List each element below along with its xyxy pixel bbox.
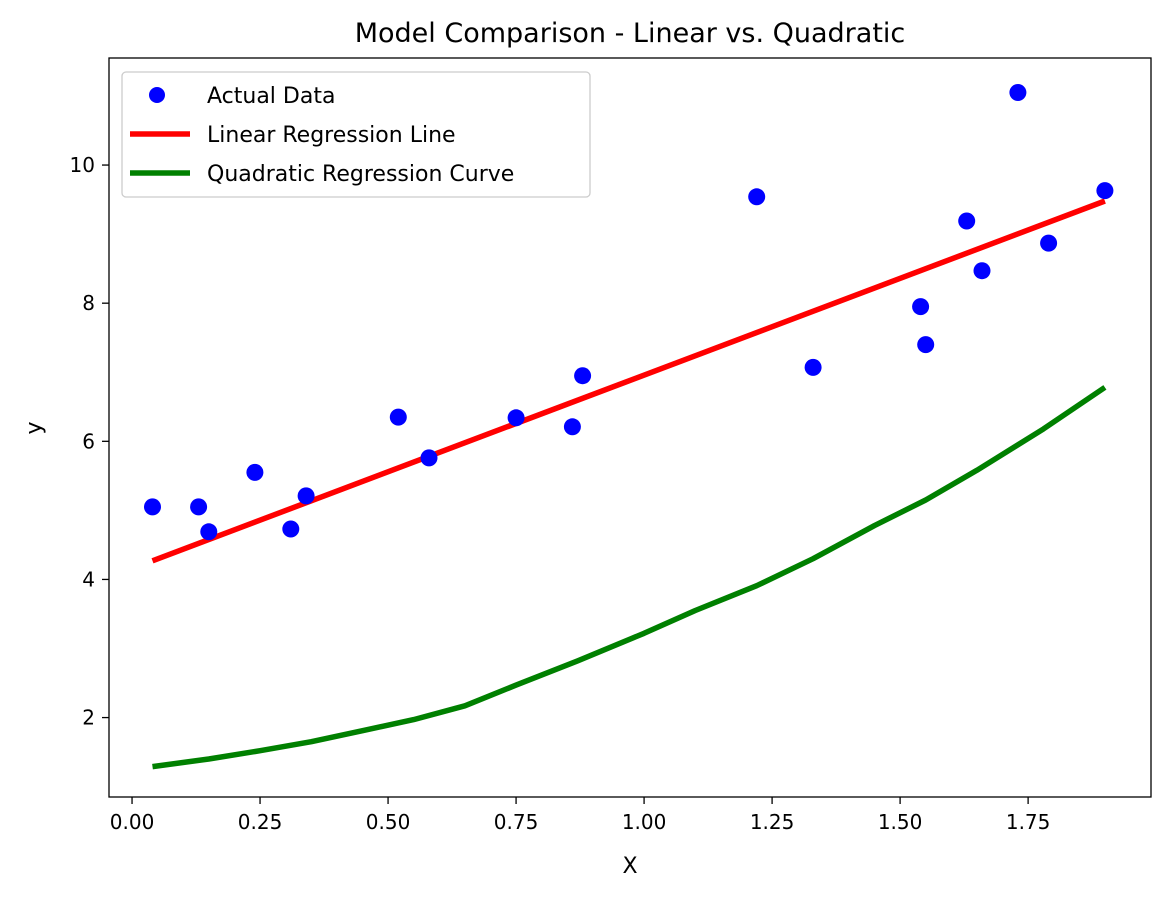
y-tick-label: 4 — [82, 567, 95, 591]
y-axis: 2 4 6 8 10 — [70, 153, 109, 730]
legend-label-actual-data: Actual Data — [207, 84, 335, 109]
data-point — [748, 188, 766, 206]
data-point — [190, 498, 208, 516]
x-tick-label: 0.00 — [110, 810, 155, 834]
data-point — [958, 212, 976, 230]
data-point — [389, 408, 407, 426]
data-point — [973, 262, 991, 280]
data-point — [507, 409, 525, 427]
x-tick-label: 1.50 — [878, 810, 923, 834]
x-axis: 0.00 0.25 0.50 0.75 1.00 1.25 1.50 1.75 — [110, 797, 1051, 834]
data-point — [574, 367, 592, 385]
axes-frame — [108, 57, 1152, 798]
y-tick-label: 8 — [82, 291, 95, 315]
legend-marker-actual-data — [149, 87, 165, 103]
data-point — [420, 449, 438, 467]
data-point — [1009, 84, 1027, 101]
legend: Actual Data Linear Regression Line Quadr… — [121, 71, 591, 198]
plot-area — [144, 84, 1114, 770]
x-tick-label: 0.25 — [238, 810, 283, 834]
data-point — [912, 298, 930, 316]
data-point — [1040, 234, 1058, 252]
data-point — [297, 487, 315, 505]
data-point — [144, 498, 161, 516]
data-point — [917, 336, 935, 354]
y-tick-label: 2 — [82, 706, 95, 730]
data-point — [563, 418, 581, 436]
data-point — [1096, 182, 1114, 200]
y-axis-label: y — [22, 421, 47, 434]
x-tick-label: 0.75 — [494, 810, 539, 834]
x-tick-label: 1.25 — [750, 810, 795, 834]
data-point — [804, 358, 822, 376]
x-axis-label: X — [622, 854, 637, 879]
legend-label-quadratic-regression-curve: Quadratic Regression Curve — [207, 162, 514, 187]
data-point — [282, 520, 300, 538]
legend-box — [121, 71, 591, 198]
x-tick-label: 1.75 — [1006, 810, 1051, 834]
series-line-quadratic-regression-curve — [152, 385, 1107, 770]
data-point — [246, 463, 264, 481]
y-tick-label: 10 — [70, 153, 95, 177]
y-tick-label: 6 — [82, 429, 95, 453]
x-tick-label: 0.50 — [366, 810, 411, 834]
data-point — [200, 523, 218, 541]
x-tick-label: 1.00 — [622, 810, 667, 834]
legend-label-linear-regression-line: Linear Regression Line — [207, 123, 456, 148]
chart-title: Model Comparison - Linear vs. Quadratic — [355, 18, 906, 49]
